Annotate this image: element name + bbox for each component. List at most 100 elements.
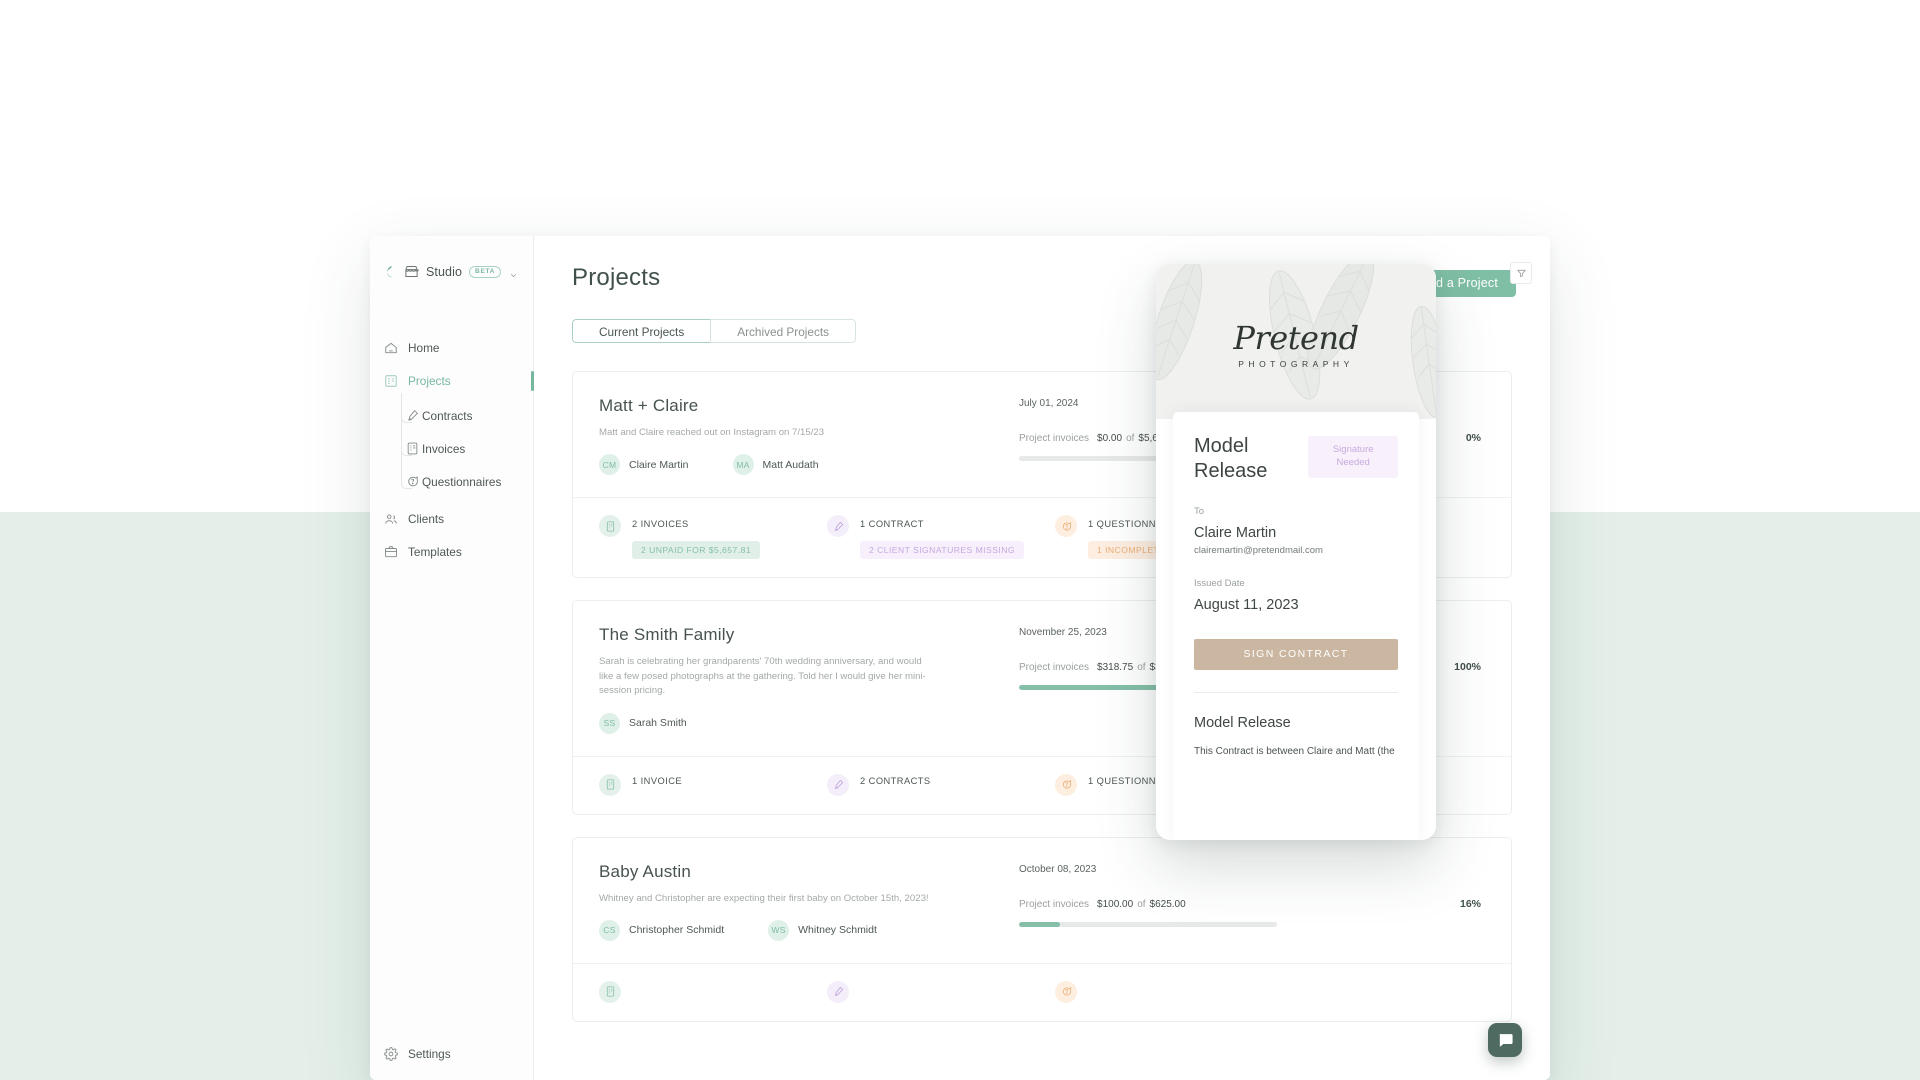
- chat-launcher-button[interactable]: [1488, 1023, 1522, 1057]
- person[interactable]: CM Claire Martin: [599, 454, 689, 476]
- stat-contracts[interactable]: 1 CONTRACT 2 CLIENT SIGNATURES MISSING: [827, 514, 1055, 560]
- gear-icon: [384, 1046, 398, 1061]
- invoice-percent: 0%: [1465, 432, 1481, 444]
- to-email: clairemartin@pretendmail.com: [1194, 545, 1323, 556]
- brand-switcher[interactable]: Studio BETA: [370, 236, 533, 279]
- templates-icon: [384, 545, 398, 559]
- person-name: Matt Audath: [762, 458, 819, 471]
- chevron-down-icon[interactable]: [509, 267, 518, 278]
- invoice-of: of: [1137, 898, 1146, 910]
- sidebar-item-label: Home: [408, 340, 440, 355]
- project-people: SS Sarah Smith: [599, 712, 1019, 734]
- stat-questionnaires[interactable]: 1 QUESTIONNAIRE 1 INCOMPLETE: [1055, 514, 1283, 560]
- project-date: July 01, 2024: [1019, 398, 1079, 409]
- sidebar-item-label: Clients: [408, 511, 445, 526]
- progress-fill: [1019, 685, 1277, 691]
- avatar: CM: [599, 454, 620, 476]
- person[interactable]: CS Christopher Schmidt: [599, 919, 725, 941]
- project-stats: 1 INVOICE 2 CONTRACTS 1 QUESTIONNAIRE: [573, 755, 1511, 814]
- contract-title: Model Release: [1194, 435, 1268, 482]
- leaf-pattern-icon: [1156, 264, 1436, 419]
- sidebar-item-label: Projects: [408, 373, 451, 388]
- invoice-icon: [599, 980, 621, 1003]
- sidebar-item-templates[interactable]: Templates: [370, 535, 533, 568]
- sidebar-item-label: Invoices: [422, 441, 466, 456]
- invoice-label: Project invoices: [1019, 433, 1090, 444]
- avatar: WS: [768, 919, 790, 941]
- stat-invoices[interactable]: 1 INVOICE: [599, 773, 827, 796]
- page-title: Projects: [572, 264, 661, 291]
- signature-status-badge: Signature Needed: [1308, 436, 1398, 478]
- project-stats: [573, 962, 1511, 1021]
- beta-badge: BETA: [469, 265, 502, 278]
- question-bubble-icon: [1055, 773, 1077, 796]
- person[interactable]: MA Matt Audath: [732, 454, 819, 476]
- project-title: Matt + Claire: [599, 396, 699, 415]
- stat-label: 1 QUESTIONNAIRE: [1088, 775, 1180, 786]
- tab-current-projects[interactable]: Current Projects: [572, 319, 711, 343]
- studio-logo-subtitle: PHOTOGRAPHY: [1238, 359, 1354, 369]
- projects-icon: [384, 374, 398, 388]
- invoice-of: of: [1137, 662, 1146, 674]
- invoice-percent: 16%: [1459, 897, 1481, 910]
- invoice-total: $625.00: [1149, 898, 1186, 910]
- to-name: Claire Martin: [1194, 525, 1277, 541]
- project-description: Matt and Claire reached out on Instagram…: [599, 427, 825, 438]
- stat-questionnaires[interactable]: 1 QUESTIONNAIRE: [1055, 773, 1283, 796]
- project-card[interactable]: Baby Austin Whitney and Christopher are …: [572, 836, 1512, 1022]
- project-people: CS Christopher Schmidt WS Whitney Schmid…: [599, 919, 1019, 941]
- chat-bubble-icon: [1499, 1033, 1513, 1047]
- sidebar-item-home[interactable]: Home: [370, 331, 533, 364]
- avatar: MA: [732, 454, 754, 476]
- active-indicator: [531, 371, 534, 391]
- progress-bar: [1019, 456, 1277, 461]
- stat-label: 2 CONTRACTS: [860, 775, 931, 786]
- sidebar-item-settings[interactable]: Settings: [370, 1037, 533, 1070]
- sidebar-item-label: Questionnaires: [422, 474, 502, 489]
- person[interactable]: SS Sarah Smith: [599, 712, 687, 734]
- contract-body-heading: Model Release: [1194, 715, 1291, 731]
- status-badge: 1 INCOMPLETE: [1088, 541, 1175, 560]
- home-icon: [384, 341, 398, 355]
- project-date: November 25, 2023: [1019, 627, 1107, 639]
- sidebar-item-clients[interactable]: Clients: [370, 502, 533, 535]
- clients-icon: [384, 512, 398, 526]
- pen-icon: [827, 980, 849, 1003]
- progress-fill: [1019, 921, 1061, 927]
- pen-icon: [827, 515, 849, 538]
- invoice-summary: Project invoices $100.00 of $625.00 16%: [1019, 898, 1481, 910]
- invoice-label: Project invoices: [1019, 898, 1090, 910]
- sidebar-item-label: Templates: [408, 544, 462, 559]
- brand-name: Studio: [426, 264, 463, 279]
- question-bubble-icon: [406, 475, 419, 488]
- phone-preview: Pretend PHOTOGRAPHY Model Release Signat…: [1156, 264, 1436, 840]
- person-name: Christopher Schmidt: [629, 924, 725, 937]
- invoice-icon: [599, 515, 621, 538]
- stat-label: 1 CONTRACT: [860, 519, 924, 530]
- person-name: Whitney Schmidt: [798, 924, 877, 937]
- pen-icon: [406, 409, 419, 422]
- invoice-icon: [599, 773, 621, 796]
- person-name: Claire Martin: [629, 458, 689, 471]
- stat-contracts[interactable]: 2 CONTRACTS: [827, 773, 1055, 796]
- crescent-logo-icon: [384, 265, 397, 278]
- sidebar-item-projects[interactable]: Projects: [370, 364, 534, 397]
- studio-logo-script: Pretend: [1233, 319, 1359, 357]
- filter-icon: [1516, 269, 1526, 277]
- status-badge: 2 CLIENT SIGNATURES MISSING: [860, 541, 1025, 560]
- issued-date-value: August 11, 2023: [1194, 597, 1299, 613]
- sidebar-item-contracts[interactable]: Contracts: [370, 399, 533, 432]
- sidebar-item-questionnaires[interactable]: Questionnaires: [370, 465, 533, 498]
- person[interactable]: WS Whitney Schmidt: [768, 919, 877, 941]
- sidebar-item-label: Contracts: [422, 408, 473, 423]
- project-stats: 2 INVOICES 2 UNPAID FOR $5,657.81 1 CONT…: [573, 497, 1511, 577]
- sidebar-item-invoices[interactable]: Invoices: [370, 432, 533, 465]
- invoice-paid: $318.75: [1097, 662, 1134, 674]
- stat-questionnaires[interactable]: [1055, 980, 1283, 1003]
- sign-contract-button[interactable]: SIGN CONTRACT: [1194, 639, 1398, 670]
- stat-invoices[interactable]: 2 INVOICES 2 UNPAID FOR $5,657.81: [599, 514, 827, 560]
- filter-button[interactable]: [1510, 262, 1532, 284]
- tab-archived-projects[interactable]: Archived Projects: [710, 319, 857, 343]
- stat-invoices[interactable]: [599, 980, 827, 1003]
- stat-contracts[interactable]: [827, 980, 1055, 1003]
